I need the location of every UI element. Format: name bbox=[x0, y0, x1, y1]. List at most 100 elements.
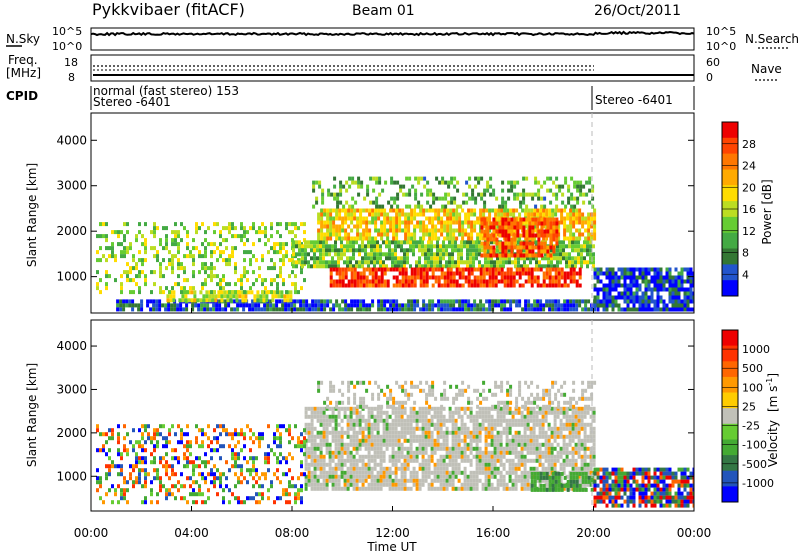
heatmap-cell bbox=[334, 244, 337, 249]
heatmap-cell bbox=[592, 438, 596, 443]
heatmap-cell bbox=[337, 446, 341, 451]
heatmap-cell bbox=[504, 229, 508, 234]
heatmap-cell bbox=[159, 262, 162, 267]
heatmap-cell bbox=[446, 220, 450, 225]
heatmap-cell bbox=[452, 208, 456, 213]
heatmap-cell bbox=[307, 462, 311, 467]
heatmap-cell bbox=[463, 244, 466, 249]
heatmap-cell bbox=[457, 426, 461, 431]
heatmap-cell bbox=[355, 430, 359, 435]
heatmap-cell bbox=[494, 216, 498, 221]
heatmap-cell bbox=[677, 275, 681, 280]
heatmap-cell bbox=[365, 307, 369, 312]
heatmap-cell bbox=[362, 267, 366, 272]
heatmap-cell bbox=[210, 290, 213, 295]
heatmap-cell bbox=[455, 208, 459, 213]
heatmap-cell bbox=[520, 482, 524, 487]
heatmap-cell bbox=[550, 410, 554, 415]
heatmap-cell bbox=[490, 442, 494, 447]
heatmap-cell bbox=[292, 244, 295, 249]
heatmap-cell bbox=[593, 267, 597, 272]
heatmap-cell bbox=[553, 430, 557, 435]
heatmap-cell bbox=[412, 252, 415, 257]
heatmap-cell bbox=[443, 212, 447, 217]
heatmap-cell bbox=[458, 299, 462, 304]
heatmap-cell bbox=[317, 384, 321, 389]
heatmap-cell bbox=[281, 299, 285, 304]
heatmap-cell bbox=[602, 303, 606, 308]
heatmap-cell bbox=[540, 253, 544, 258]
heatmap-cell bbox=[484, 260, 487, 265]
heatmap-cell bbox=[653, 271, 657, 276]
heatmap-cell bbox=[514, 474, 518, 479]
heatmap-cell bbox=[339, 188, 343, 193]
heatmap-cell bbox=[194, 303, 198, 308]
heatmap-cell bbox=[556, 244, 559, 249]
heatmap-cell bbox=[328, 470, 332, 475]
heatmap-cell bbox=[352, 470, 356, 475]
heatmap-cell bbox=[529, 426, 533, 431]
heatmap-cell bbox=[141, 242, 144, 247]
heatmap-cell bbox=[506, 279, 510, 284]
heatmap-cell bbox=[323, 400, 327, 405]
heatmap-cell bbox=[422, 212, 426, 217]
heatmap-cell bbox=[466, 442, 470, 447]
heatmap-cell bbox=[525, 233, 529, 238]
heatmap-cell bbox=[538, 478, 542, 483]
heatmap-cell bbox=[355, 248, 358, 253]
heatmap-cell bbox=[391, 450, 395, 455]
heatmap-cell bbox=[538, 410, 542, 415]
heatmap-cell bbox=[487, 458, 491, 463]
heatmap-cell bbox=[365, 216, 369, 221]
heatmap-cell bbox=[365, 220, 369, 225]
heatmap-cell bbox=[152, 299, 156, 304]
heatmap-cell bbox=[427, 240, 430, 245]
heatmap-cell bbox=[237, 278, 240, 283]
heatmap-cell bbox=[511, 414, 515, 419]
heatmap-cell bbox=[650, 267, 654, 272]
heatmap-cell bbox=[172, 298, 176, 303]
heatmap-cell bbox=[374, 208, 378, 213]
heatmap-cell bbox=[488, 283, 492, 288]
heatmap-cell bbox=[557, 232, 561, 237]
heatmap-cell bbox=[331, 426, 335, 431]
heatmap-cell bbox=[199, 290, 203, 295]
heatmap-cell bbox=[298, 240, 301, 245]
heatmap-cell bbox=[304, 406, 308, 411]
heatmap-cell bbox=[238, 294, 242, 299]
heatmap-cell bbox=[365, 208, 369, 213]
heatmap-cell bbox=[557, 224, 561, 229]
heatmap-cell bbox=[472, 426, 476, 431]
colorbar-swatch bbox=[722, 153, 738, 170]
heatmap-cell bbox=[292, 240, 295, 245]
heatmap-cell bbox=[593, 271, 597, 276]
heatmap-cell bbox=[410, 299, 414, 304]
heatmap-cell bbox=[352, 422, 356, 427]
heatmap-cell bbox=[364, 434, 368, 439]
heatmap-cell bbox=[553, 264, 556, 269]
heatmap-cell bbox=[473, 303, 477, 308]
heatmap-cell bbox=[297, 226, 300, 231]
heatmap-cell bbox=[371, 208, 375, 213]
heatmap-cell bbox=[556, 442, 560, 447]
heatmap-cell bbox=[589, 466, 593, 471]
heatmap-cell bbox=[328, 450, 332, 455]
heatmap-cell bbox=[360, 184, 364, 189]
heatmap-cell bbox=[273, 266, 276, 271]
heatmap-cell bbox=[234, 290, 237, 295]
heatmap-cell bbox=[210, 270, 213, 275]
heatmap-cell bbox=[414, 176, 418, 181]
heatmap-cell bbox=[535, 414, 539, 419]
heatmap-cell bbox=[340, 446, 344, 451]
heatmap-cell bbox=[341, 208, 345, 213]
heatmap-cell bbox=[383, 303, 387, 308]
heatmap-cell bbox=[557, 303, 561, 308]
heatmap-cell bbox=[316, 462, 320, 467]
heatmap-cell bbox=[315, 180, 319, 185]
heatmap-cell bbox=[481, 248, 484, 253]
heatmap-cell bbox=[581, 216, 585, 221]
heatmap-cell bbox=[562, 466, 566, 471]
heatmap-cell bbox=[155, 303, 159, 308]
heatmap-cell bbox=[653, 267, 657, 272]
heatmap-cell bbox=[467, 307, 471, 312]
